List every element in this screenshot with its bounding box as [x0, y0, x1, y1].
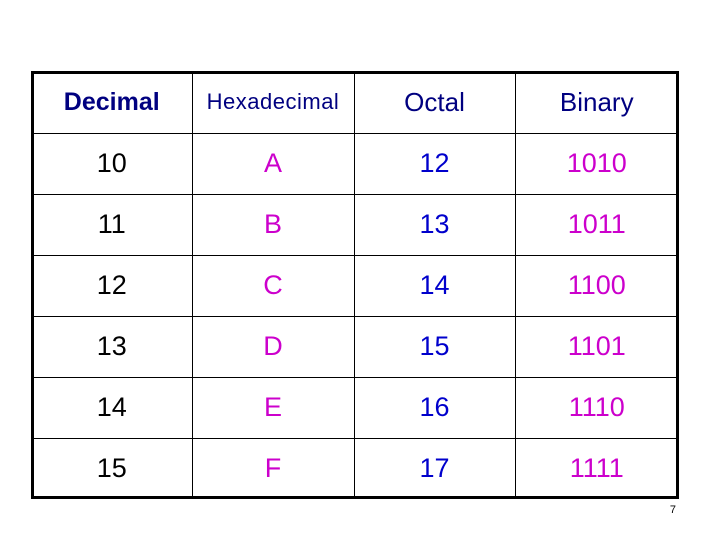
decimal-cell: 14 — [32, 376, 193, 439]
table-row: 14 E 16 1110 — [32, 376, 678, 439]
binary-cell: 1111 — [514, 437, 678, 499]
header-binary: Binary — [514, 72, 678, 134]
octal-cell: 17 — [353, 437, 516, 499]
decimal-cell: 10 — [32, 132, 193, 195]
table-row: 15 F 17 1111 — [32, 437, 678, 499]
binary-cell: 1011 — [514, 193, 678, 256]
decimal-cell: 15 — [32, 437, 193, 499]
table-row: 11 B 13 1011 — [32, 193, 678, 256]
octal-cell: 16 — [353, 376, 516, 439]
octal-cell: 13 — [353, 193, 516, 256]
header-row: Decimal Hexadecimal Octal Binary — [32, 72, 678, 134]
header-octal: Octal — [353, 72, 516, 134]
table-row: 13 D 15 1101 — [32, 315, 678, 378]
binary-cell: 1101 — [514, 315, 678, 378]
hexadecimal-cell: D — [191, 315, 355, 378]
hexadecimal-cell: C — [191, 254, 355, 317]
octal-cell: 15 — [353, 315, 516, 378]
octal-cell: 14 — [353, 254, 516, 317]
table-row: 10 A 12 1010 — [32, 132, 678, 195]
binary-cell: 1010 — [514, 132, 678, 195]
table-row: 12 C 14 1100 — [32, 254, 678, 317]
header-decimal: Decimal — [32, 72, 193, 134]
page-number: 7 — [669, 504, 676, 516]
octal-cell: 12 — [353, 132, 516, 195]
hexadecimal-cell: E — [191, 376, 355, 439]
header-hexadecimal: Hexadecimal — [191, 72, 355, 134]
binary-cell: 1100 — [514, 254, 678, 317]
decimal-cell: 12 — [32, 254, 193, 317]
hexadecimal-cell: A — [191, 132, 355, 195]
hexadecimal-cell: B — [191, 193, 355, 256]
binary-cell: 1110 — [514, 376, 678, 439]
number-conversion-table: Decimal Hexadecimal Octal Binary 10 A 12… — [32, 72, 678, 499]
decimal-cell: 13 — [32, 315, 193, 378]
hexadecimal-cell: F — [191, 437, 355, 499]
decimal-cell: 11 — [32, 193, 193, 256]
